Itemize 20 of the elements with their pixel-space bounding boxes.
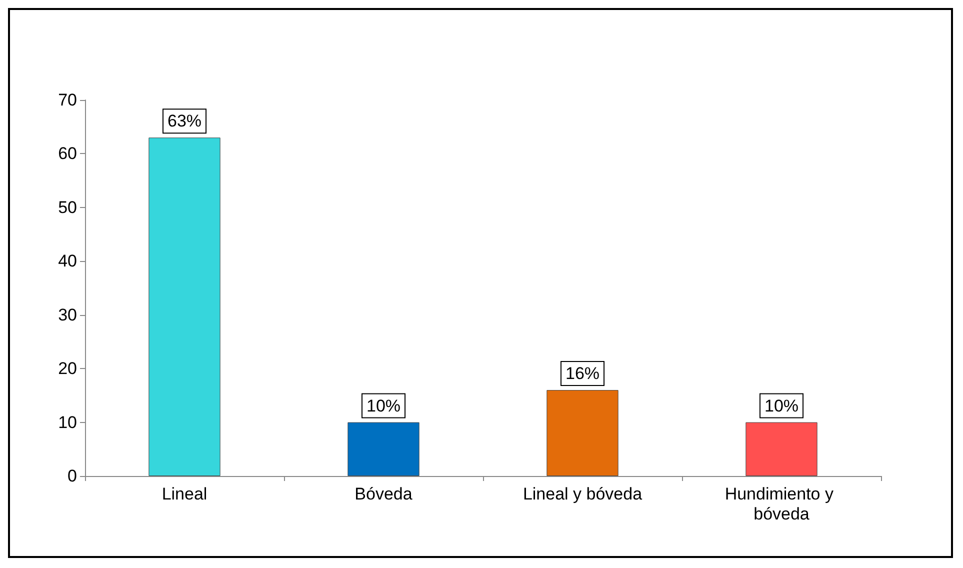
y-tick-label: 0 (68, 466, 77, 486)
data-label: 10% (764, 396, 799, 416)
y-tick-label: 10 (58, 412, 77, 432)
data-label: 63% (167, 112, 202, 131)
x-tick-label: Hundimiento y bóveda (724, 484, 838, 524)
y-tick-label: 40 (58, 252, 77, 271)
bar (546, 390, 618, 476)
bar (348, 422, 420, 476)
data-label: 16% (565, 364, 600, 384)
y-tick-label: 70 (58, 90, 77, 110)
y-tick-label: 30 (58, 305, 77, 324)
bar (148, 138, 220, 476)
y-tick-label: 60 (58, 144, 77, 164)
data-label: 10% (366, 396, 401, 416)
x-tick-label: Lineal y bóveda (522, 484, 643, 504)
x-tick-label: Bóveda (354, 484, 413, 504)
x-tick-label: Lineal (162, 484, 208, 504)
y-tick-label: 20 (58, 359, 77, 378)
y-tick-label: 50 (58, 198, 77, 217)
bar (746, 422, 818, 476)
